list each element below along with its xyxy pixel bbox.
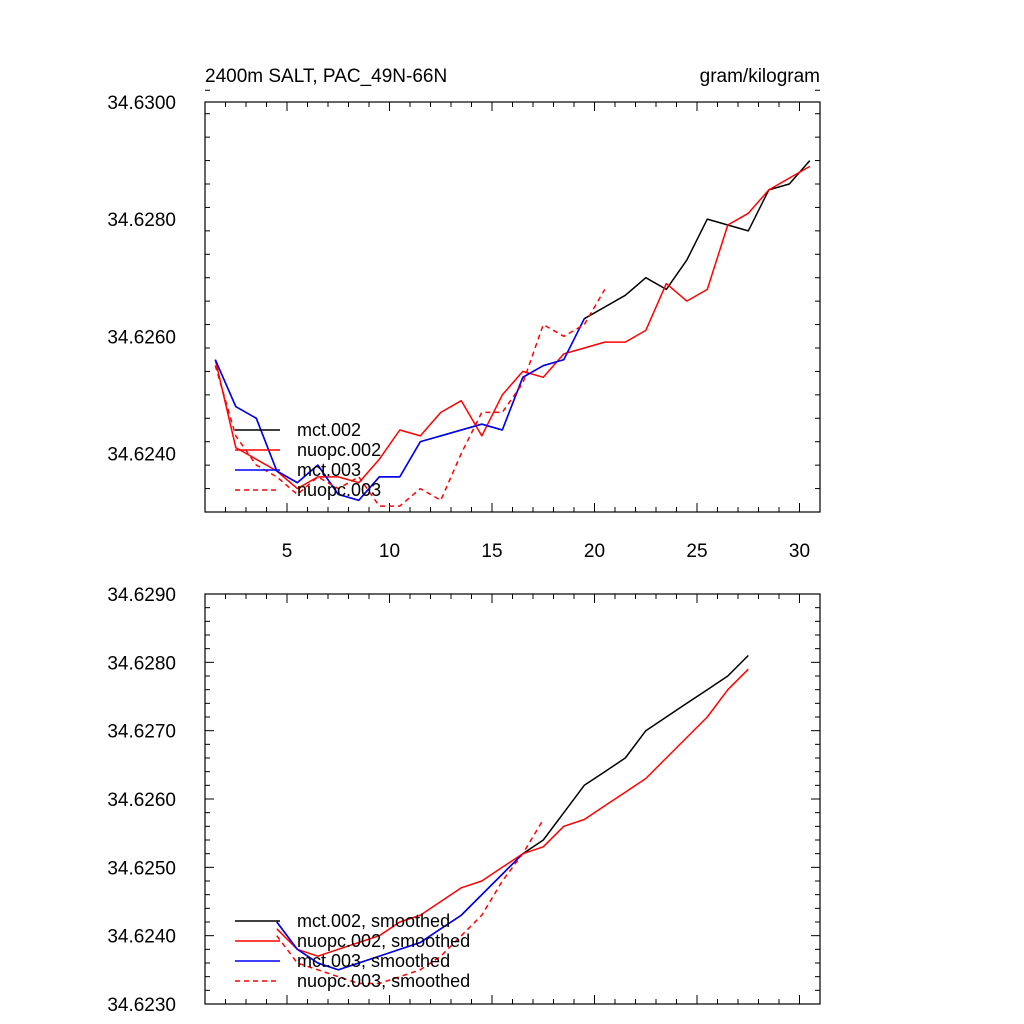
chart-title: 2400m SALT, PAC_49N-66N [205,66,447,87]
x-tick-label: 15 [481,541,502,562]
y-tick-label: 34.6280 [107,210,176,231]
series-line-3 [214,289,606,507]
legend-label-0: mct.002 [297,420,361,440]
y-tick-label: 34.6240 [107,444,176,465]
y-tick-label: 34.6280 [107,653,176,674]
bottom-panel: 34.6230 34.6240 34.6250 34.6260 34.6270 34.62… [107,585,821,1016]
y-tick-label: 34.6260 [107,790,176,811]
y-tick-label: 34.6300 [107,93,176,114]
legend-label-3: nuopc.003, smoothed [297,971,470,991]
y-tick-label: 34.6290 [107,585,176,606]
legend-label-2: mct.003, smoothed [297,951,450,971]
legend-label-0: mct.002, smoothed [297,911,450,931]
y-tick-label: 34.6250 [107,858,176,879]
y-tick-label: 34.6240 [107,927,176,948]
y-tick-label: 34.6230 [107,995,176,1016]
x-tick-label: 10 [379,541,400,562]
units-label: gram/kilogram [700,66,820,87]
legend-label-1: nuopc.002 [297,440,381,460]
legend-label-1: nuopc.002, smoothed [297,931,470,951]
series-group [276,654,749,985]
series-group [214,160,811,507]
series-line-2 [214,318,585,502]
legend-label-2: mct.003 [297,460,361,480]
x-tick-label: 25 [686,541,707,562]
x-tick-label: 30 [789,541,810,562]
x-tick-label: 20 [584,541,605,562]
y-tick-label: 34.6270 [107,722,176,743]
series-line-1 [276,668,749,957]
legend-label-3: nuopc.003 [297,480,381,500]
series-line-2 [276,853,524,971]
y-tick-label: 34.6260 [107,327,176,348]
x-tick-label: 5 [282,541,293,562]
top-panel: 5 10 15 20 25 30 34.6240 34.6260 34.6280 34.6300 2… [107,66,821,562]
